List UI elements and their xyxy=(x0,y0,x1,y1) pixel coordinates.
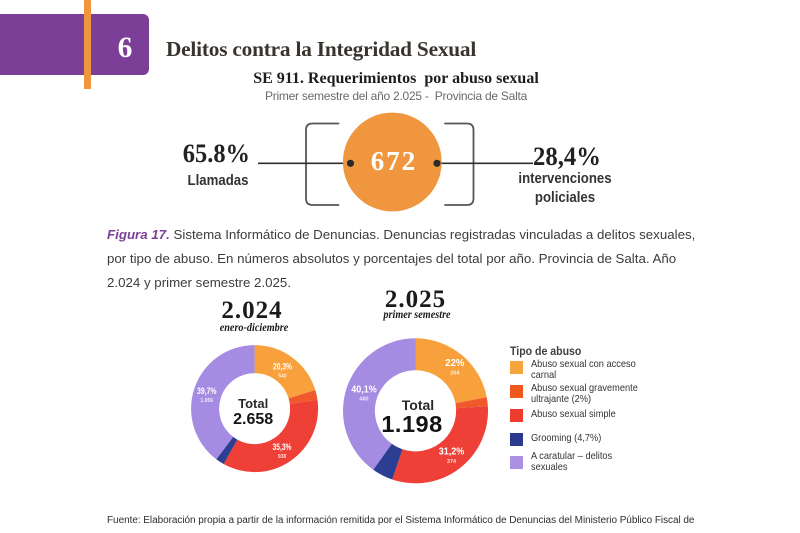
svg-text:264: 264 xyxy=(450,371,460,377)
svg-text:20,3%: 20,3% xyxy=(273,362,292,373)
svg-text:938: 938 xyxy=(278,454,287,460)
svg-text:40,1%: 40,1% xyxy=(351,384,377,396)
svg-text:31,2%: 31,2% xyxy=(439,446,465,458)
svg-text:374: 374 xyxy=(447,459,457,465)
svg-text:1.056: 1.056 xyxy=(201,398,214,404)
svg-text:480: 480 xyxy=(359,397,368,403)
svg-text:540: 540 xyxy=(278,374,287,380)
svg-text:35,3%: 35,3% xyxy=(273,442,292,453)
svg-text:22%: 22% xyxy=(445,357,465,369)
svg-text:39,7%: 39,7% xyxy=(197,386,217,397)
